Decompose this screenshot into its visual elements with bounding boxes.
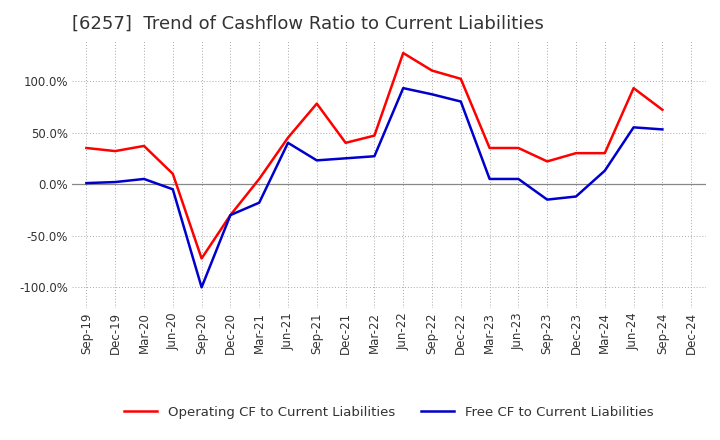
Free CF to Current Liabilities: [341, 156, 350, 161]
Operating CF to Current Liabilities: [543, 159, 552, 164]
Operating CF to Current Liabilities: [600, 150, 609, 156]
Free CF to Current Liabilities: [572, 194, 580, 199]
Free CF to Current Liabilities: [370, 154, 379, 159]
Free CF to Current Liabilities: [399, 85, 408, 91]
Free CF to Current Liabilities: [82, 180, 91, 186]
Free CF to Current Liabilities: [658, 127, 667, 132]
Free CF to Current Liabilities: [514, 176, 523, 182]
Free CF to Current Liabilities: [168, 187, 177, 192]
Operating CF to Current Liabilities: [399, 50, 408, 55]
Operating CF to Current Liabilities: [370, 133, 379, 138]
Operating CF to Current Liabilities: [284, 135, 292, 140]
Free CF to Current Liabilities: [111, 180, 120, 185]
Free CF to Current Liabilities: [543, 197, 552, 202]
Operating CF to Current Liabilities: [456, 76, 465, 81]
Operating CF to Current Liabilities: [658, 107, 667, 113]
Operating CF to Current Liabilities: [572, 150, 580, 156]
Operating CF to Current Liabilities: [629, 85, 638, 91]
Free CF to Current Liabilities: [226, 213, 235, 218]
Text: [6257]  Trend of Cashflow Ratio to Current Liabilities: [6257] Trend of Cashflow Ratio to Curren…: [72, 15, 544, 33]
Free CF to Current Liabilities: [312, 158, 321, 163]
Operating CF to Current Liabilities: [197, 256, 206, 261]
Line: Free CF to Current Liabilities: Free CF to Current Liabilities: [86, 88, 662, 287]
Legend: Operating CF to Current Liabilities, Free CF to Current Liabilities: Operating CF to Current Liabilities, Fre…: [119, 400, 659, 425]
Line: Operating CF to Current Liabilities: Operating CF to Current Liabilities: [86, 53, 662, 258]
Free CF to Current Liabilities: [255, 200, 264, 205]
Free CF to Current Liabilities: [140, 176, 148, 182]
Free CF to Current Liabilities: [600, 168, 609, 173]
Operating CF to Current Liabilities: [140, 143, 148, 149]
Operating CF to Current Liabilities: [428, 68, 436, 73]
Operating CF to Current Liabilities: [111, 148, 120, 154]
Operating CF to Current Liabilities: [255, 176, 264, 182]
Operating CF to Current Liabilities: [312, 101, 321, 106]
Operating CF to Current Liabilities: [168, 171, 177, 176]
Free CF to Current Liabilities: [428, 92, 436, 97]
Operating CF to Current Liabilities: [82, 145, 91, 150]
Free CF to Current Liabilities: [485, 176, 494, 182]
Free CF to Current Liabilities: [456, 99, 465, 104]
Operating CF to Current Liabilities: [485, 145, 494, 150]
Operating CF to Current Liabilities: [341, 140, 350, 146]
Free CF to Current Liabilities: [284, 140, 292, 146]
Free CF to Current Liabilities: [629, 125, 638, 130]
Operating CF to Current Liabilities: [226, 213, 235, 218]
Free CF to Current Liabilities: [197, 285, 206, 290]
Operating CF to Current Liabilities: [514, 145, 523, 150]
